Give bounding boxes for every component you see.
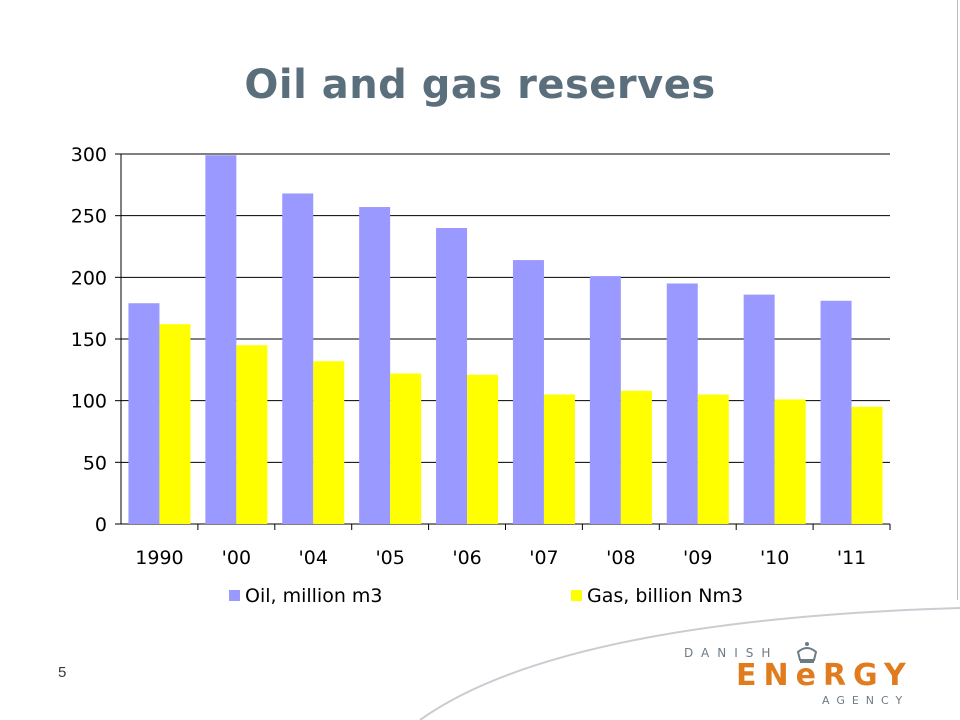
bar-gas bbox=[236, 345, 268, 524]
bar-gas bbox=[390, 373, 422, 524]
bar-oil bbox=[512, 260, 544, 524]
bar-oil bbox=[282, 193, 314, 524]
bar-oil bbox=[820, 300, 852, 524]
x-tick-label: 1990 bbox=[135, 547, 183, 569]
y-tick-label: 50 bbox=[83, 452, 107, 474]
bar-oil bbox=[589, 276, 621, 524]
x-tick-label: '09 bbox=[683, 547, 712, 569]
bar-gas bbox=[467, 374, 499, 524]
bar-gas bbox=[851, 406, 883, 524]
bar-gas bbox=[697, 394, 729, 524]
legend-label-oil: Oil, million m3 bbox=[245, 585, 383, 607]
bar-gas bbox=[774, 399, 806, 524]
y-tick-label: 0 bbox=[95, 514, 107, 536]
x-tick-label: '10 bbox=[760, 547, 789, 569]
crown-icon bbox=[796, 642, 818, 663]
decorative-swoosh bbox=[419, 607, 960, 720]
slide-title: Oil and gas reserves bbox=[244, 62, 716, 108]
y-tick-label: 200 bbox=[71, 267, 107, 289]
bar-oil bbox=[205, 155, 237, 524]
bar-chart: 0 50 100 150 200 250 300 1990 '00 '04 '05 '06 '07 '08… bbox=[71, 144, 891, 607]
bar-gas bbox=[543, 394, 575, 524]
bar-gas bbox=[620, 390, 652, 524]
y-tick-label: 300 bbox=[71, 144, 107, 166]
bar-oil bbox=[436, 228, 468, 524]
x-tick-label: '08 bbox=[606, 547, 635, 569]
bar-oil bbox=[743, 294, 775, 524]
x-tick-label: '05 bbox=[375, 547, 404, 569]
bar-oil bbox=[666, 283, 698, 524]
legend-label-gas: Gas, billion Nm3 bbox=[587, 585, 743, 607]
bar-gas bbox=[159, 324, 191, 524]
y-tick-label: 250 bbox=[71, 206, 107, 228]
bar-oil bbox=[128, 303, 160, 524]
slide-frame-line bbox=[957, 0, 958, 600]
x-tick-label: '06 bbox=[452, 547, 481, 569]
y-tick-label: 150 bbox=[71, 329, 107, 351]
x-tick-label: '11 bbox=[837, 547, 866, 569]
x-tick-label: '07 bbox=[529, 547, 558, 569]
bar-oil bbox=[359, 207, 391, 525]
bar-gas bbox=[313, 361, 345, 524]
logo-text-top: DANISH bbox=[684, 646, 779, 660]
danish-energy-agency-logo: DANISH ENeRGY AGENCY bbox=[682, 638, 932, 716]
x-tick-label: '04 bbox=[299, 547, 328, 569]
y-tick-label: 100 bbox=[71, 391, 107, 413]
logo-text-bottom: AGENCY bbox=[822, 694, 910, 707]
legend-swatch-oil bbox=[229, 590, 240, 601]
logo-text-main: ENeRGY bbox=[736, 658, 913, 693]
legend-swatch-gas bbox=[571, 590, 582, 601]
x-tick-label: '00 bbox=[222, 547, 251, 569]
page-number: 5 bbox=[58, 664, 67, 681]
